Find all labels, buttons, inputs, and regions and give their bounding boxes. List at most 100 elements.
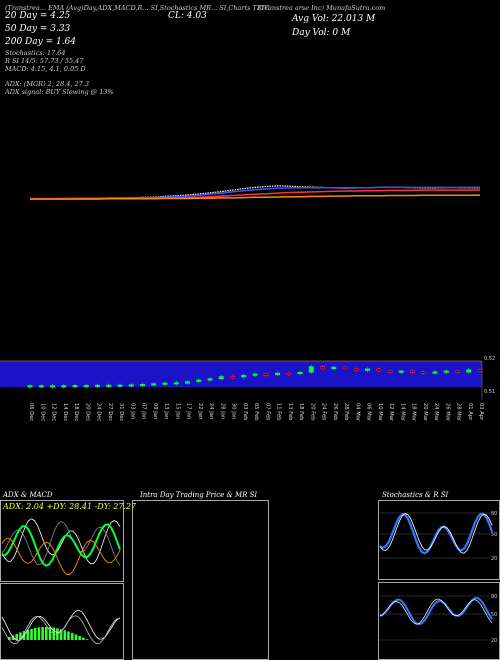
candle bbox=[185, 381, 191, 384]
date-label: 28 Mar bbox=[456, 403, 462, 422]
date-label: 03 Jan bbox=[129, 403, 135, 419]
candle bbox=[443, 370, 449, 373]
candle bbox=[83, 385, 89, 388]
date-label: 10 Mar bbox=[377, 403, 383, 422]
date-label: 11 Feb bbox=[276, 403, 282, 421]
date-label: 24 Dec bbox=[96, 403, 102, 421]
candle bbox=[274, 372, 280, 376]
date-label: 12 Dec bbox=[51, 403, 57, 421]
candle bbox=[95, 384, 101, 387]
candle bbox=[454, 370, 460, 373]
chart-header-title: (Transtrea... EMA (Avg)Day,ADX,MACD,R...… bbox=[5, 4, 270, 12]
candle bbox=[353, 368, 359, 371]
adx-values: ADX: 2.04 +DY: 28.41 -DY: 27.27 bbox=[3, 502, 137, 511]
candle bbox=[218, 376, 224, 379]
date-label: 05 Feb bbox=[253, 403, 259, 421]
date-label: 09 Jan bbox=[152, 403, 158, 419]
candle bbox=[117, 384, 123, 387]
date-label: 03 Apr bbox=[478, 403, 484, 421]
date-label: 18 Mar bbox=[411, 403, 417, 422]
date-label: 24 Mar bbox=[433, 403, 439, 422]
volume-tick-label: 0.52 bbox=[484, 356, 495, 362]
candle bbox=[387, 370, 393, 373]
candle bbox=[61, 385, 67, 388]
candle bbox=[421, 371, 427, 374]
date-label: 15 Jan bbox=[174, 403, 180, 419]
date-label: 03 Feb bbox=[242, 403, 248, 421]
date-label: 06 Mar bbox=[366, 403, 372, 422]
candle bbox=[466, 369, 472, 373]
date-label: 27 Dec bbox=[107, 403, 113, 421]
price-chart: 0.52 0.51 06 Dec 10 Dec 12 Dec 14 Dec 18 Dec 20… bbox=[0, 185, 495, 422]
date-label: 22 Jan bbox=[197, 403, 203, 419]
date-label: 20 Dec bbox=[84, 403, 90, 421]
rsi-label: R SI 14/5: 57.73 / 55.47 bbox=[5, 57, 84, 65]
adx-label: ADX: (MGR) 2, 28.4, 27.3 bbox=[5, 80, 90, 88]
candle bbox=[162, 382, 168, 385]
candle bbox=[477, 369, 483, 372]
date-label: 20 Feb bbox=[309, 403, 315, 421]
date-label: 26 Feb bbox=[332, 403, 338, 421]
candle bbox=[342, 366, 348, 370]
candle bbox=[308, 366, 314, 373]
candle bbox=[128, 384, 134, 387]
candle bbox=[106, 384, 112, 387]
stoch-panel-title: Stochastics & R SI bbox=[382, 491, 449, 499]
date-label: 01 Apr bbox=[467, 403, 473, 421]
date-label: 26 Mar bbox=[444, 403, 450, 422]
adx-panel-title: ADX & MACD bbox=[3, 491, 53, 499]
candle bbox=[319, 366, 325, 370]
company-label: (Transtrea arse Inc) MunafaSutra.com bbox=[258, 4, 386, 12]
series-line-3 bbox=[30, 194, 481, 200]
candle bbox=[27, 385, 33, 388]
date-label: 30 Jan bbox=[231, 403, 237, 419]
date-label: 20 Mar bbox=[422, 403, 428, 422]
intraday-panel bbox=[132, 500, 269, 660]
candle bbox=[49, 385, 55, 388]
date-label: 10 Dec bbox=[39, 403, 45, 421]
date-label: 14 Dec bbox=[62, 403, 68, 421]
candle bbox=[151, 383, 157, 386]
macd-label: MACD: 4.15, 4.1, 0.05 D bbox=[5, 65, 86, 73]
ema200-label: 200 Day = 1.64 bbox=[5, 37, 77, 47]
candle bbox=[173, 382, 179, 385]
date-label: 28 Jan bbox=[219, 403, 225, 419]
candle bbox=[38, 385, 44, 388]
candle bbox=[432, 371, 438, 374]
date-label: 18 Feb bbox=[298, 403, 304, 421]
adx-signal-label: ADX signal: BUY Slowing @ 13% bbox=[5, 88, 114, 96]
candle bbox=[207, 378, 213, 381]
day-vol-label: Day Vol: 0 M bbox=[292, 28, 351, 38]
adx-panel bbox=[0, 500, 124, 582]
ema20-label: 20 Day = 4.25 bbox=[5, 11, 71, 21]
candle bbox=[297, 371, 303, 375]
date-label: 06 Dec bbox=[28, 403, 34, 421]
candle bbox=[409, 370, 415, 373]
candle bbox=[263, 373, 269, 376]
candle bbox=[252, 373, 258, 376]
volume-band bbox=[0, 361, 482, 387]
candle bbox=[230, 376, 236, 379]
candle bbox=[331, 366, 337, 370]
date-label: 13 Jan bbox=[163, 403, 169, 419]
date-label: 28 Feb bbox=[343, 403, 349, 421]
stoch-panel bbox=[378, 500, 500, 580]
candle bbox=[376, 368, 382, 372]
date-label: 24 Jan bbox=[208, 403, 214, 419]
candle bbox=[398, 370, 404, 373]
candle bbox=[241, 374, 247, 378]
candle bbox=[72, 385, 78, 388]
date-label: 12 Mar bbox=[388, 403, 394, 422]
volume-tick-label: 0.51 bbox=[484, 389, 495, 395]
date-label: 31 Dec bbox=[118, 403, 124, 421]
date-label: 13 Feb bbox=[287, 403, 293, 421]
date-label: 07 Jan bbox=[141, 403, 147, 419]
rsi-panel bbox=[378, 582, 500, 660]
ema50-label: 50 Day = 3.33 bbox=[5, 24, 71, 34]
avg-vol-label: Avg Vol: 22.013 M bbox=[292, 14, 376, 24]
macd-panel bbox=[0, 583, 124, 660]
close-label: CL: 4.03 bbox=[168, 11, 207, 21]
stochastics-label: Stochastics: 17.64 bbox=[5, 49, 66, 57]
candle bbox=[286, 372, 292, 375]
date-label: 04 Mar bbox=[354, 403, 360, 422]
